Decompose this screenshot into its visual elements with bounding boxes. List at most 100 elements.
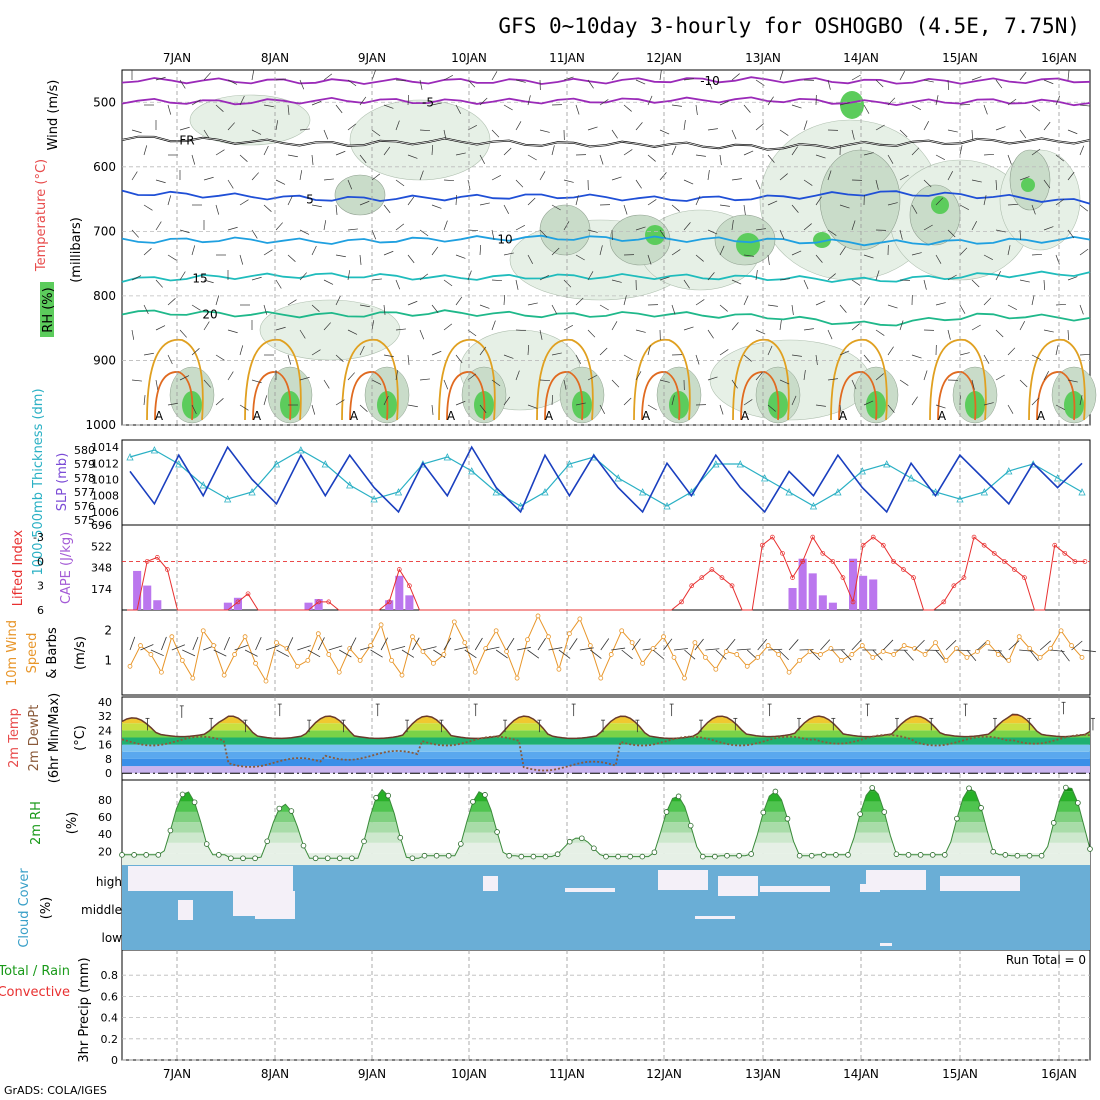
wind-barb [935,95,939,106]
rh-point [349,855,355,862]
pressure-tick-label: 900 [93,353,116,367]
wind-speed-point [148,652,154,657]
bl-contour [732,338,790,421]
rh-point [893,851,900,857]
wind-barb [995,79,1003,89]
wind-barb [239,254,244,265]
wind-speed-point [608,652,614,657]
wind-barb [323,379,330,389]
wind-barb [383,204,391,214]
rh-point [578,835,585,842]
wind-barb [671,145,677,156]
wind-barb [491,320,496,331]
wind-speed-point [692,640,698,645]
wind-barb [635,79,646,85]
li-tick-label: -3 [33,531,44,544]
thermal-low-label: A [155,409,164,423]
thickness-point [785,488,793,496]
wind-barb [875,124,885,131]
slp-axis-label: SLP (mb) [55,453,70,512]
wind-barb [311,100,322,106]
lifted-index-point [729,583,735,589]
wind-barb [539,274,549,281]
wind-barb [875,79,884,88]
wind-barb [563,179,574,183]
wind-barb [287,254,296,262]
wind-barb [743,295,749,306]
temp-axis-label-1: 2m Temp [7,708,22,768]
wind-barb [695,254,704,262]
rh-point [784,815,791,822]
wind-barb [407,196,415,206]
thermal-low-label: A [1037,409,1046,423]
cape-li-frame [121,524,1091,611]
wind-speed-point [587,643,593,648]
rh-point [445,852,452,859]
wind-barb [155,279,163,288]
wind-barb [791,104,802,109]
rh-point [494,829,500,835]
rh-point [845,852,851,858]
wind-speed-point [357,657,363,663]
wind-barb [827,79,831,90]
wind-barb [299,170,303,181]
wind-barb [1019,176,1030,181]
thickness-point [516,502,525,510]
rh-point [796,852,803,859]
wind-barb [347,270,351,281]
wind-barb [911,252,922,256]
wind-barb [839,404,842,415]
wind-barb [623,397,632,406]
wind-barb [647,154,656,162]
thickness-point [272,460,281,468]
wind-barb [1007,203,1019,206]
wind-barb [983,153,995,156]
wind-barb [1007,154,1012,165]
thickness-tick-label: 575 [74,514,95,527]
rh-point [518,853,525,860]
wind-barb [287,195,293,206]
wind-speed-point [200,628,206,634]
lifted-index-point [860,542,866,548]
cape-bar [869,579,878,610]
wind-speed-point [274,640,279,645]
wind-barb [479,154,486,164]
slp-tick-label: 1014 [91,441,119,454]
wind-barb [971,221,978,231]
rh-point [1075,800,1081,806]
wind-barb [715,649,727,660]
wind-speed-point [577,616,583,622]
thermal-low-label: A [741,409,750,423]
rh-point [1002,852,1009,858]
wind-barb [1067,329,1070,341]
wind-barb [527,254,534,264]
wind-barb [171,644,185,651]
wind-barb [683,179,694,185]
wind-barb [1008,640,1020,651]
wind-frame [121,609,1091,696]
temperature-axis-label: Temperature (°C) [34,159,49,272]
wind-barb [791,395,797,406]
rh-point [361,838,367,845]
rh-point [312,855,319,862]
rh-point [324,855,331,862]
li-axis-label: Lifted Index [11,529,26,606]
wind-barb [820,639,831,651]
wind-barb [947,79,950,91]
cloud-clear-block [880,943,892,946]
lifted-index-point [709,567,715,572]
cape-bar [788,588,797,610]
wind-barb [150,649,164,657]
cloud-layer-label: middle [81,903,122,917]
wind-barb [422,646,437,651]
wind-barb [803,120,808,131]
thickness-point [443,453,451,461]
wind-speed-point [1079,655,1085,660]
wind-barb [359,304,370,308]
wind-barb [407,94,410,106]
wind-barb [215,295,220,306]
wind-barb [143,395,146,406]
wind-barb [971,129,974,141]
wind-barb [779,173,788,181]
rh-tick-label: 20 [98,845,112,858]
